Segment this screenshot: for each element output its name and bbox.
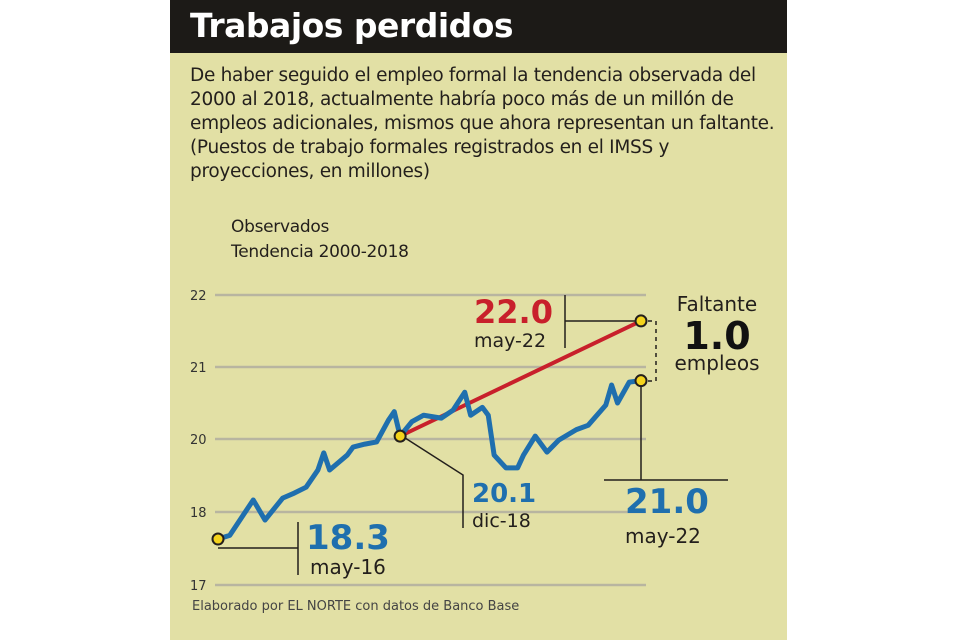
data-point-marker-0 [211,532,225,546]
gap-value: 1.0 [683,314,750,358]
y-tick-label-21: 21 [190,361,207,376]
y-tick-label-18: 18 [190,506,207,521]
data-point-marker-2 [634,374,648,388]
chart-title: Trabajos perdidos [190,6,514,45]
annotation-date-may22-obs: may-22 [625,524,701,548]
y-tick-label-20: 20 [190,433,207,448]
annotation-value-may22-trend: 22.0 [474,293,553,331]
gap-label-bottom: empleos [675,351,760,375]
annotation-value-dic18: 20.1 [472,479,536,509]
data-point-marker-3 [634,314,648,328]
legend-observed: Observados [231,217,330,237]
leader-may16 [218,522,299,575]
annotation-date-may16: may-16 [310,555,386,579]
chart-subtitle: De haber seguido el empleo formal la ten… [190,65,775,182]
gap-label-top: Faltante [677,292,757,316]
leader-may22-trend [564,295,641,348]
legend-trend: Tendencia 2000-2018 [231,242,409,262]
y-tick-label-17: 17 [190,579,207,594]
data-point-marker-1 [393,429,407,443]
infographic-panel: Trabajos perdidos De haber seguido el em… [170,0,787,640]
leader-dic18 [401,435,464,528]
title-bar: Trabajos perdidos [170,0,787,53]
annotation-date-may22-trend: may-22 [474,330,546,352]
gap-bracket [648,320,657,382]
series-line-observed [217,378,642,542]
annotation-date-dic18: dic-18 [472,510,531,532]
legend: Observados Tendencia 2000-2018 [231,215,409,265]
annotation-value-may22-obs: 21.0 [625,482,709,522]
y-tick-label-22: 22 [190,289,207,304]
annotation-value-may16: 18.3 [306,518,390,558]
source-note: Elaborado por EL NORTE con datos de Banc… [192,599,520,614]
leader-may22-obs [604,381,728,481]
